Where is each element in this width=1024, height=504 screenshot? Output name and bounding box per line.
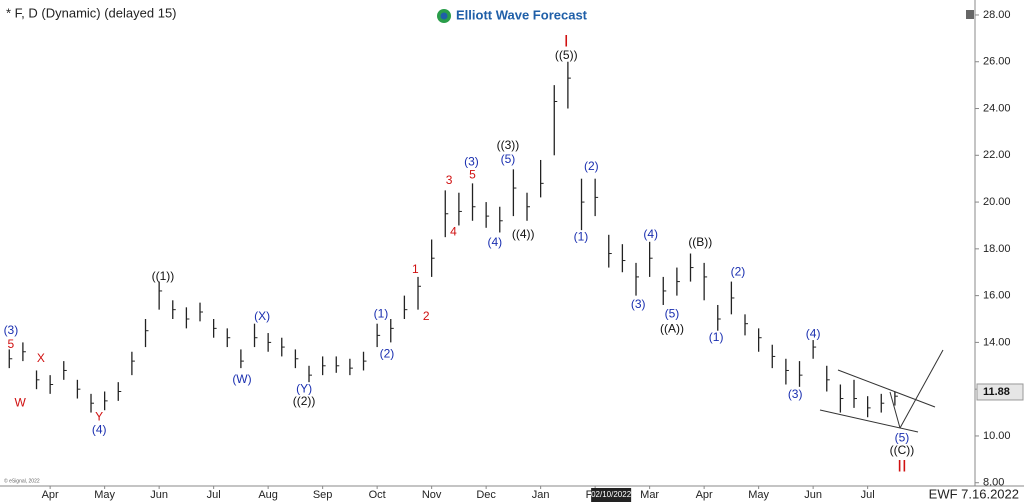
wave-label: W [15, 395, 27, 409]
x-tick-label: Apr [42, 489, 59, 501]
wave-label: (4) [92, 422, 107, 436]
wave-label: (X) [254, 309, 270, 323]
wave-label: (3) [464, 154, 479, 168]
wave-label: (4) [643, 227, 658, 241]
y-tick-label: 22.00 [983, 149, 1011, 161]
x-tick-label: Oct [369, 489, 386, 501]
wave-label: (Y) [296, 381, 312, 395]
y-tick-label: 28.00 [983, 9, 1011, 21]
y-tick-label: 18.00 [983, 243, 1011, 255]
projection-down [889, 391, 901, 429]
wave-label: ((2)) [293, 394, 316, 408]
wave-label: (2) [380, 346, 395, 360]
settings-icon[interactable] [966, 10, 974, 19]
x-tick-label: Jun [804, 489, 822, 501]
x-tick-label: May [94, 489, 115, 501]
chart-title: * F, D (Dynamic) (delayed 15) [6, 5, 177, 20]
y-tick-label: 8.00 [983, 477, 1004, 489]
wave-label: 1 [412, 262, 419, 276]
wave-label: II [897, 457, 906, 476]
copyright: © eSignal, 2022 [4, 477, 40, 484]
x-tick-label: Dec [476, 489, 496, 501]
wave-label: (3) [788, 387, 803, 401]
y-tick-label: 24.00 [983, 102, 1011, 114]
upper-trendline [837, 369, 936, 408]
lower-trendline [819, 409, 919, 433]
wave-label: ((C)) [890, 443, 915, 457]
wave-label: ((B)) [688, 235, 712, 249]
wave-label: (1) [374, 307, 389, 321]
wave-label: (W) [232, 372, 251, 386]
y-tick-label: 26.00 [983, 56, 1011, 68]
last-price-box [976, 383, 1024, 401]
wave-label: (4) [806, 326, 821, 340]
last-price-label: 11.88 [983, 386, 1010, 398]
wave-label: 4 [450, 225, 457, 239]
wave-label: (5) [895, 430, 910, 444]
x-tick-label: Jun [150, 489, 168, 501]
y-tick-label: 20.00 [983, 196, 1011, 208]
wave-label: ((1)) [152, 269, 175, 283]
x-tick-label: Jul [207, 489, 221, 501]
wave-label: (4) [488, 235, 503, 249]
x-tick-label: Aug [258, 489, 278, 501]
wave-label: I [564, 31, 569, 50]
wave-label: X [37, 351, 45, 365]
wave-label: ((4)) [512, 227, 535, 241]
x-tick-label: Jan [532, 489, 550, 501]
wave-label: Y [95, 409, 103, 423]
wave-label: 5 [8, 337, 15, 351]
wave-label: (5) [501, 152, 516, 166]
x-tick-label: May [748, 489, 769, 501]
wave-label: (2) [584, 159, 599, 173]
y-tick-label: 10.00 [983, 430, 1011, 442]
wave-trendlines [819, 349, 944, 433]
x-tick-label: Apr [696, 489, 713, 501]
wave-label: ((5)) [555, 48, 578, 62]
x-tick-label: Nov [422, 489, 442, 501]
wave-label: (3) [4, 323, 19, 337]
wave-label: (5) [665, 307, 680, 321]
wave-label: (3) [631, 297, 646, 311]
brand-logo: Elliott Wave Forecast [437, 7, 588, 23]
wave-label: (1) [574, 229, 589, 243]
logo-icon-inner [440, 12, 448, 20]
crosshair-date-box [591, 488, 632, 502]
crosshair-date: 02/10/2022 [591, 490, 632, 499]
wave-label: ((3)) [497, 138, 520, 152]
y-tick-label: 16.00 [983, 290, 1011, 302]
x-tick-label: Mar [640, 489, 659, 501]
x-tick-label: Jul [861, 489, 875, 501]
x-tick-label: Sep [313, 489, 333, 501]
wave-label: (1) [709, 330, 724, 344]
wave-label: ((A)) [660, 322, 684, 336]
projection-up [899, 349, 944, 429]
footer: EWF 7.16.2022 [929, 486, 1019, 501]
wave-label: 2 [423, 309, 430, 323]
wave-label: 5 [469, 167, 476, 181]
wave-label: 3 [446, 173, 453, 187]
brand-name: Elliott Wave Forecast [456, 7, 588, 22]
y-tick-label: 14.00 [983, 336, 1011, 348]
wave-label: (2) [731, 264, 746, 278]
